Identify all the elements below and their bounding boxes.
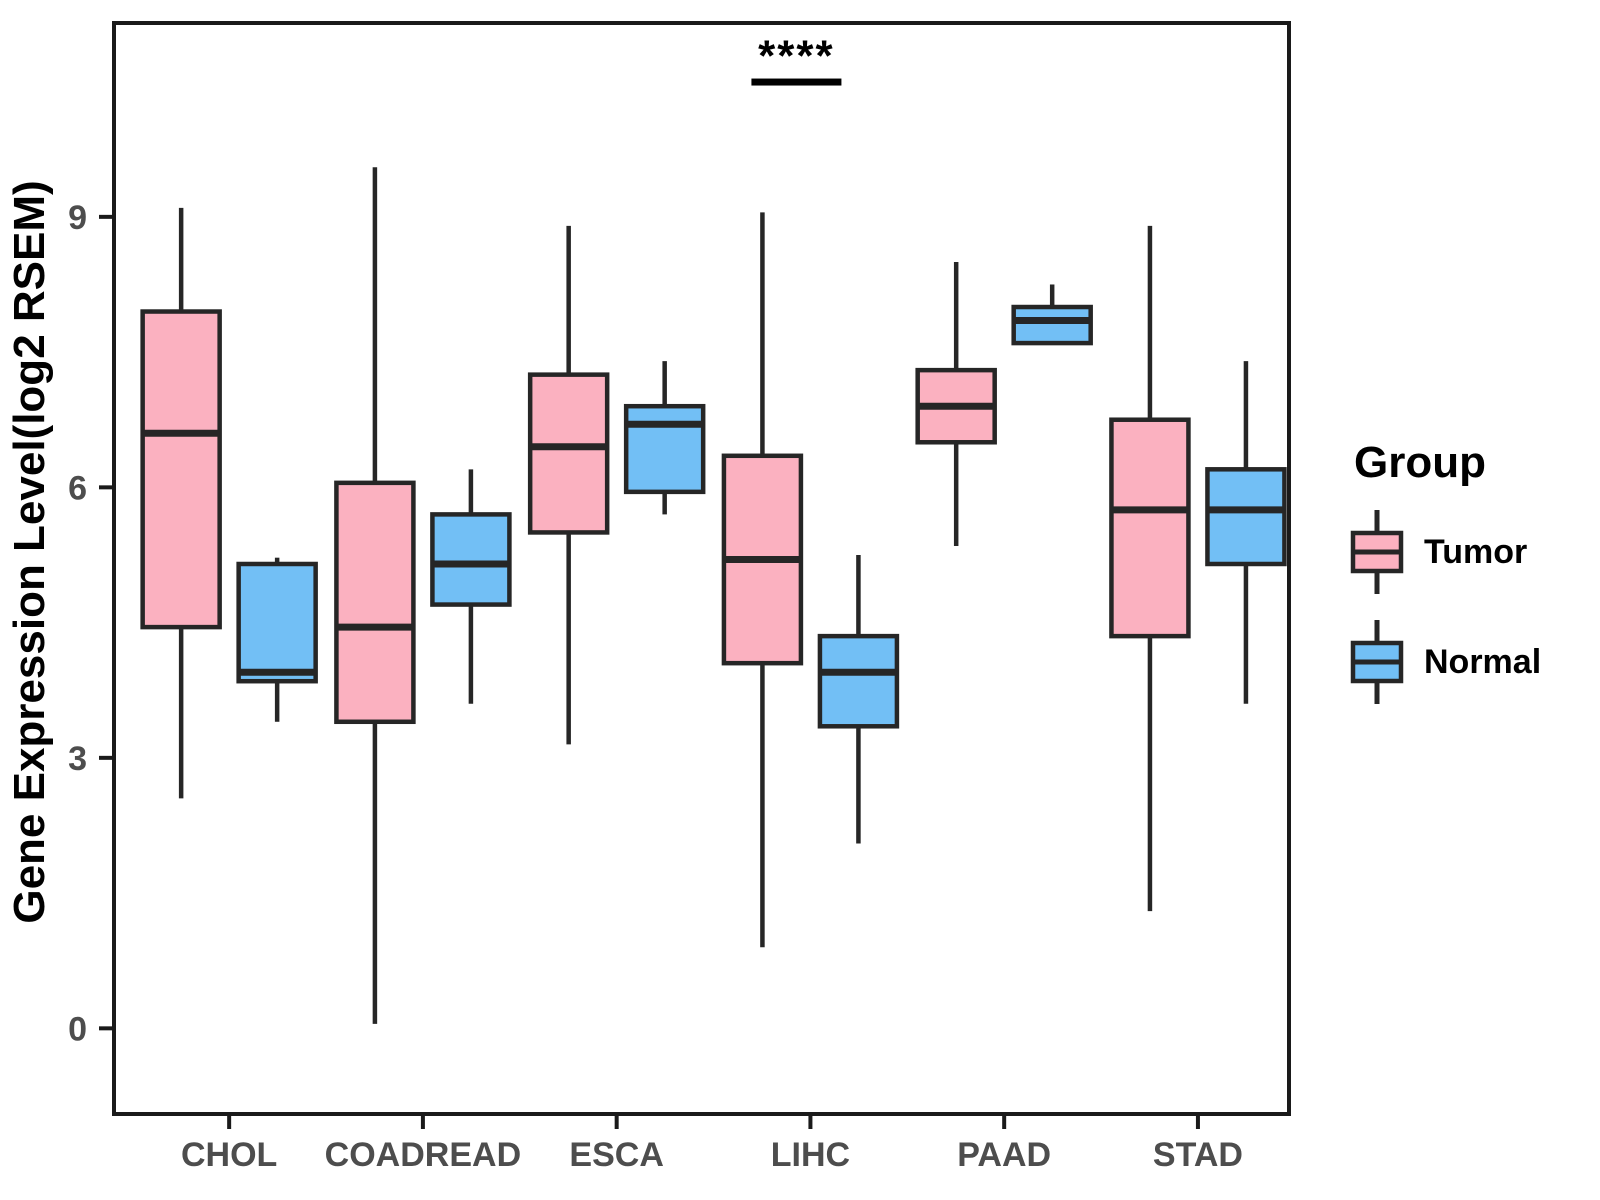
tumor-boxplot-glyph-icon bbox=[1350, 510, 1404, 594]
significance-bar bbox=[751, 78, 842, 86]
box-tumor-chol bbox=[140, 207, 222, 799]
plot-panel-border bbox=[112, 21, 1291, 1116]
iqr-box bbox=[1011, 304, 1093, 346]
legend-item-tumor: Tumor bbox=[1348, 506, 1588, 598]
y-tick-label: 0 bbox=[68, 1010, 87, 1048]
x-tick-label: LIHC bbox=[771, 1136, 850, 1174]
iqr-box bbox=[817, 633, 900, 729]
x-tick-label: STAD bbox=[1153, 1136, 1243, 1174]
x-tick-label: CHOL bbox=[181, 1136, 277, 1174]
legend-label-tumor: Tumor bbox=[1424, 532, 1528, 571]
normal-boxplot-glyph-icon bbox=[1350, 620, 1404, 704]
iqr-box bbox=[236, 561, 318, 684]
legend-label-normal: Normal bbox=[1424, 642, 1542, 681]
box-tumor-esca bbox=[527, 225, 610, 745]
iqr-box bbox=[623, 403, 706, 495]
iqr-box bbox=[334, 480, 416, 725]
box-normal-paad bbox=[1011, 284, 1093, 346]
x-tick-label: PAAD bbox=[957, 1136, 1051, 1174]
box-normal-coadread bbox=[430, 469, 512, 704]
legend: Group Tumor Normal bbox=[1348, 438, 1588, 708]
significance-annotations: **** bbox=[751, 32, 842, 86]
y-tick-label: 3 bbox=[68, 740, 87, 778]
iqr-box bbox=[1109, 417, 1191, 639]
iqr-box bbox=[140, 309, 222, 630]
significance-stars: **** bbox=[758, 32, 835, 81]
y-tick-label: 9 bbox=[68, 199, 87, 237]
x-tick-label: ESCA bbox=[569, 1136, 663, 1174]
box-tumor-paad bbox=[915, 261, 997, 546]
box-normal-stad bbox=[1205, 361, 1287, 704]
box-tumor-stad bbox=[1109, 225, 1191, 912]
y-tick-label: 6 bbox=[68, 469, 87, 507]
x-axis: CHOL COADREAD ESCA LIHC PAAD STAD bbox=[181, 1114, 1243, 1174]
legend-item-normal: Normal bbox=[1348, 616, 1588, 708]
box-normal-chol bbox=[236, 557, 318, 722]
x-tick-label: COADREAD bbox=[325, 1136, 521, 1174]
y-axis: 0 3 6 9 bbox=[68, 199, 113, 1048]
iqr-box bbox=[1205, 467, 1287, 567]
iqr-box bbox=[527, 372, 610, 535]
legend-title: Group bbox=[1354, 438, 1486, 487]
y-axis-title: Gene Expression Level(log2 RSEM) bbox=[5, 180, 54, 923]
box-tumor-coadread bbox=[334, 167, 416, 1024]
box-tumor-lihc bbox=[721, 212, 804, 948]
box-normal-esca bbox=[623, 361, 706, 515]
box-normal-lihc bbox=[817, 554, 900, 844]
boxplot-series bbox=[140, 167, 1287, 1024]
iqr-box bbox=[430, 512, 512, 607]
